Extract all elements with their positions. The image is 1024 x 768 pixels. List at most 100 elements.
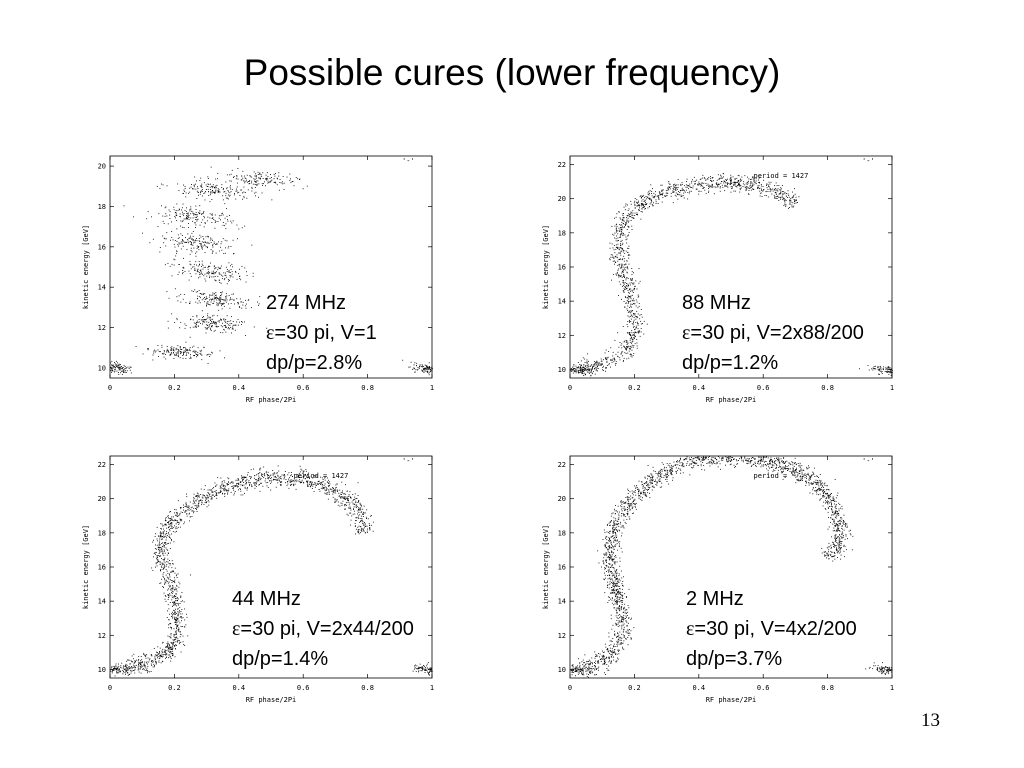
- particle-point: [734, 182, 735, 184]
- particle-point: [175, 611, 177, 613]
- y-tick-label: 12: [98, 324, 106, 332]
- particle-point: [576, 369, 578, 371]
- particle-point: [787, 197, 788, 198]
- particle-point: [424, 367, 426, 369]
- particle-point: [580, 367, 581, 368]
- particle-point: [780, 198, 781, 200]
- particle-point: [580, 370, 582, 372]
- particle-point: [676, 189, 678, 191]
- particle-point: [200, 270, 201, 272]
- particle-point: [188, 237, 190, 239]
- particle-point: [189, 273, 191, 275]
- particle-point: [335, 484, 337, 486]
- particle-point: [180, 641, 182, 643]
- particle-point: [424, 667, 426, 668]
- particle-point: [202, 265, 204, 266]
- particle-point: [596, 361, 598, 363]
- particle-point: [625, 285, 627, 287]
- particle-point: [620, 218, 622, 220]
- particle-point: [155, 654, 157, 656]
- particle-point: [268, 478, 269, 480]
- particle-point: [114, 668, 115, 669]
- particle-point: [700, 190, 702, 192]
- particle-point: [421, 364, 423, 366]
- particle-point: [180, 631, 181, 633]
- particle-point: [579, 368, 581, 370]
- particle-point: [221, 305, 222, 307]
- particle-point: [626, 288, 628, 290]
- particle-point: [240, 179, 242, 181]
- particle-point: [182, 273, 183, 275]
- particle-point: [303, 470, 305, 472]
- particle-point: [215, 294, 217, 296]
- particle-point: [175, 214, 177, 216]
- particle-point: [263, 474, 265, 476]
- particle-point: [215, 325, 217, 327]
- particle-point: [168, 584, 170, 586]
- particle-point: [302, 472, 304, 474]
- particle-point: [258, 480, 260, 482]
- particle-point: [227, 197, 228, 199]
- particle-point: [332, 496, 334, 498]
- particle-point: [131, 666, 132, 667]
- particle-point: [708, 184, 710, 186]
- particle-point: [178, 604, 179, 606]
- particle-point: [640, 211, 642, 212]
- particle-point: [345, 499, 347, 500]
- particle-point: [273, 478, 274, 480]
- particle-point: [147, 665, 149, 667]
- particle-point: [745, 187, 747, 189]
- particle-point: [628, 284, 629, 286]
- particle-point: [632, 214, 634, 216]
- particle-point: [367, 518, 369, 520]
- particle-point: [198, 319, 200, 320]
- particle-point: [634, 337, 636, 339]
- particle-point: [344, 497, 345, 499]
- particle-point: [199, 276, 201, 278]
- particle-point: [262, 185, 263, 186]
- particle-point: [196, 506, 198, 508]
- particle-point: [644, 199, 646, 201]
- particle-point: [782, 193, 784, 195]
- particle-point: [205, 318, 207, 320]
- particle-point: [216, 302, 218, 304]
- particle-point: [621, 247, 622, 249]
- particle-point: [755, 180, 757, 182]
- particle-point: [674, 189, 676, 190]
- particle-point: [164, 519, 166, 521]
- particle-point: [110, 366, 112, 368]
- particle-point: [580, 365, 582, 367]
- particle-point: [167, 644, 168, 646]
- particle-point: [725, 179, 727, 181]
- particle-point: [175, 509, 177, 511]
- particle-point: [795, 196, 797, 198]
- particle-point: [231, 189, 233, 190]
- particle-point: [633, 313, 634, 314]
- particle-point: [708, 176, 710, 178]
- particle-point: [172, 639, 174, 641]
- particle-point: [206, 242, 208, 244]
- particle-point: [209, 272, 211, 273]
- particle-point: [126, 668, 128, 670]
- particle-point: [684, 190, 685, 192]
- particle-point: [169, 574, 171, 576]
- particle-point: [173, 570, 174, 572]
- particle-point: [359, 514, 361, 516]
- particle-point: [752, 189, 754, 190]
- particle-point: [710, 186, 712, 188]
- particle-point: [734, 190, 736, 192]
- particle-point: [165, 580, 167, 582]
- particle-point: [430, 668, 432, 670]
- particle-point: [275, 182, 277, 184]
- particle-point: [610, 347, 612, 349]
- particle-point: [414, 668, 415, 670]
- particle-point: [184, 323, 186, 325]
- particle-point: [111, 371, 112, 373]
- particle-point: [215, 252, 217, 254]
- particle-point: [428, 362, 430, 364]
- particle-point: [210, 489, 212, 491]
- particle-point: [178, 245, 179, 247]
- particle-point: [158, 544, 160, 546]
- particle-point: [163, 576, 165, 578]
- particle-point: [171, 348, 173, 350]
